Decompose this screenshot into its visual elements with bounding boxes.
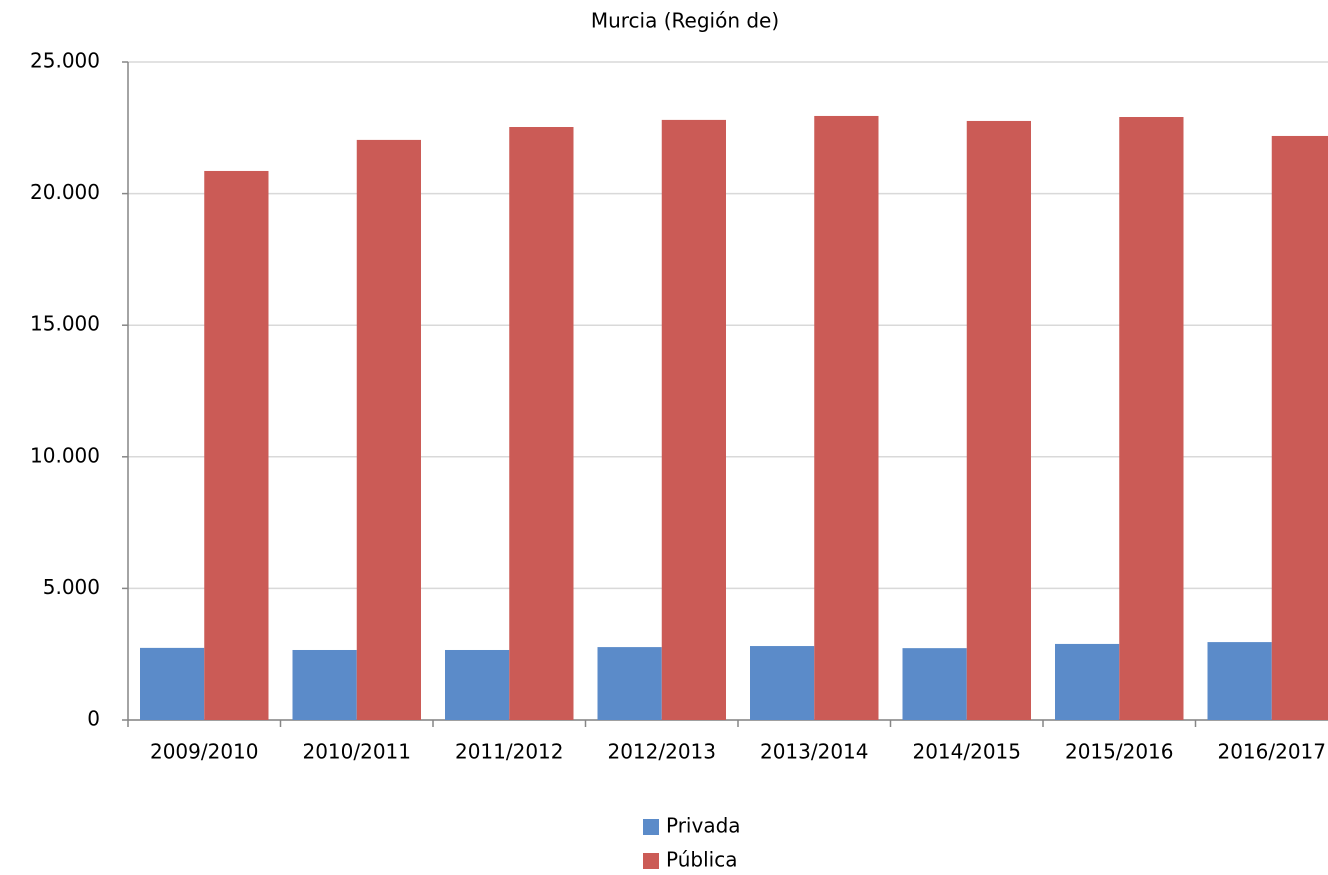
bar — [1055, 643, 1120, 720]
bar — [1271, 135, 1328, 720]
y-tick-label: 20.000 — [30, 180, 100, 204]
x-tick-label: 2013/2014 — [760, 740, 869, 764]
bar — [902, 648, 967, 720]
bar — [292, 649, 357, 720]
bar — [661, 119, 726, 721]
legend-swatch — [643, 819, 659, 835]
legend-label: Pública — [666, 848, 737, 872]
bar — [509, 127, 574, 721]
bar — [204, 170, 269, 721]
x-tick-label: 2011/2012 — [455, 740, 564, 764]
y-tick-label: 25.000 — [30, 49, 100, 73]
legend-label: Privada — [666, 814, 741, 838]
bar — [140, 647, 205, 720]
bar — [1207, 642, 1272, 720]
x-tick-label: 2010/2011 — [302, 740, 411, 764]
y-tick-label: 15.000 — [30, 312, 100, 336]
y-tick-label: 5.000 — [43, 575, 100, 599]
bar — [356, 139, 421, 720]
bar — [1119, 117, 1184, 721]
x-tick-label: 2015/2016 — [1065, 740, 1174, 764]
chart-title: Murcia (Región de) — [591, 9, 779, 33]
bar — [597, 647, 662, 720]
x-tick-label: 2014/2015 — [912, 740, 1021, 764]
bar — [814, 115, 879, 721]
y-tick-label: 0 — [87, 707, 100, 731]
legend-swatch — [643, 853, 659, 869]
x-tick-label: 2009/2010 — [150, 740, 259, 764]
y-tick-label: 10.000 — [30, 443, 100, 467]
bar — [966, 120, 1031, 721]
bar — [445, 649, 510, 720]
x-tick-label: 2012/2013 — [607, 740, 716, 764]
x-tick-label: 2016/2017 — [1217, 740, 1326, 764]
bar — [750, 646, 815, 720]
